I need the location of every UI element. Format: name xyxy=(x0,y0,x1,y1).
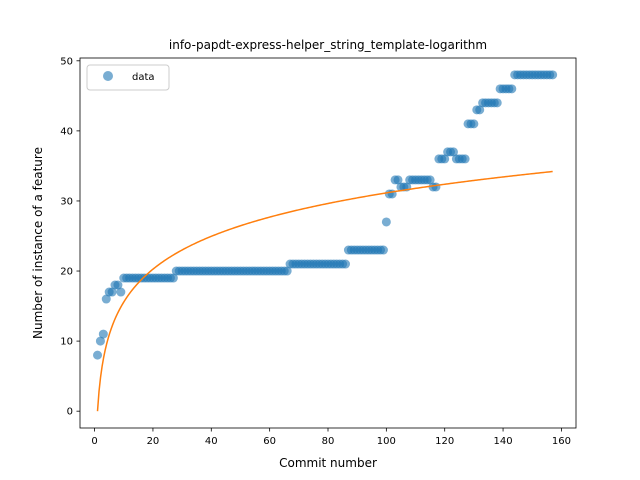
x-tick-label: 100 xyxy=(377,436,396,447)
x-tick-label: 140 xyxy=(494,436,513,447)
data-point xyxy=(492,98,502,108)
legend-marker-data xyxy=(103,71,113,81)
y-tick-label: 20 xyxy=(60,267,73,278)
x-tick-label: 0 xyxy=(91,436,97,447)
fit-line xyxy=(96,170,553,412)
data-point xyxy=(469,119,479,129)
data-point xyxy=(116,287,126,297)
x-tick-label: 120 xyxy=(435,436,454,447)
data-point xyxy=(101,294,111,304)
data-point xyxy=(107,287,117,297)
x-axis-title: Commit number xyxy=(279,456,377,470)
y-axis-title: Number of instance of a feature xyxy=(31,147,45,339)
data-point xyxy=(425,175,435,185)
data-point xyxy=(475,105,485,115)
data-point xyxy=(507,84,517,94)
data-point xyxy=(98,329,108,339)
legend-label-data: data xyxy=(132,72,155,83)
data-point xyxy=(440,154,450,164)
y-tick-label: 50 xyxy=(60,56,73,67)
x-axis: 0 20 40 60 80 100 120 140 160 xyxy=(91,428,571,447)
data-point xyxy=(548,70,558,80)
data-point xyxy=(113,280,123,290)
data-point xyxy=(93,350,103,360)
y-tick-label: 10 xyxy=(60,337,73,348)
legend-box xyxy=(86,64,170,91)
y-tick-label: 0 xyxy=(67,407,73,418)
data-point xyxy=(168,273,178,283)
y-tick-label: 40 xyxy=(60,126,73,137)
data-point xyxy=(460,154,470,164)
data-point xyxy=(378,245,388,255)
x-tick-label: 160 xyxy=(552,436,571,447)
chart-title: info-papdt-express-helper_string_templat… xyxy=(169,38,487,52)
x-tick-label: 20 xyxy=(147,436,160,447)
x-tick-label: 80 xyxy=(322,436,335,447)
data-point xyxy=(341,259,351,269)
y-tick-label: 30 xyxy=(60,196,73,207)
x-tick-label: 40 xyxy=(205,436,218,447)
y-axis: 0 10 20 30 40 50 xyxy=(60,56,80,418)
data-point xyxy=(448,147,458,157)
x-tick-label: 60 xyxy=(263,436,276,447)
data-point xyxy=(431,182,441,192)
legend: data xyxy=(86,64,170,91)
data-point xyxy=(95,336,105,346)
data-point xyxy=(282,266,292,276)
plot-area xyxy=(93,70,558,412)
data-point xyxy=(381,217,391,227)
data-point xyxy=(393,175,403,185)
